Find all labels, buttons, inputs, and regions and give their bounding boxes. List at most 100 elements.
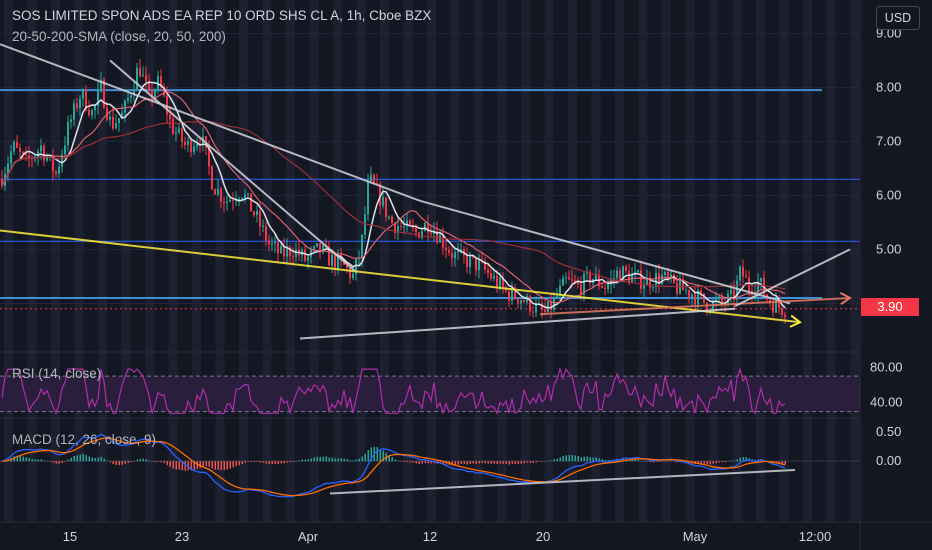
candle-body (13, 142, 15, 152)
macd-panel-title[interactable]: MACD (12, 26, close, 9) (12, 432, 157, 447)
candle-body (280, 245, 282, 254)
candle-body (226, 201, 228, 204)
macd-histogram-bar (421, 461, 423, 464)
candle-body (394, 223, 396, 233)
macd-histogram-bar (664, 460, 666, 462)
macd-histogram-bar (190, 461, 192, 471)
macd-histogram-bar (658, 461, 660, 462)
macd-histogram-bar (475, 461, 477, 464)
candle-body (499, 277, 501, 288)
macd-histogram-bar (688, 461, 690, 464)
price-tick-label: 5.00 (876, 241, 901, 256)
session-stripe (74, 0, 84, 522)
macd-histogram-bar (403, 461, 405, 462)
macd-histogram-bar (127, 461, 129, 463)
macd-histogram-bar (196, 461, 198, 469)
macd-histogram-bar (247, 461, 249, 462)
macd-histogram-bar (292, 461, 294, 462)
sma-indicator-label[interactable]: 20-50-200-SMA (close, 20, 50, 200) (12, 29, 226, 44)
candle-body (550, 301, 552, 310)
candle-body (415, 227, 417, 233)
macd-histogram-bar (370, 447, 372, 462)
candle-body (583, 273, 585, 295)
candle-body (646, 277, 648, 286)
candle-body (649, 277, 651, 288)
candle-body (493, 275, 495, 279)
macd-signal-line (1, 437, 786, 497)
candle-body (772, 303, 774, 313)
candle-body (580, 284, 582, 295)
session-stripe (239, 0, 248, 522)
candle-body (721, 296, 723, 303)
session-stripe (497, 0, 507, 522)
macd-histogram-bar (304, 459, 306, 462)
candle-body (628, 271, 630, 283)
candle-body (268, 240, 270, 245)
candle-body (529, 295, 531, 312)
session-stripe (168, 0, 178, 522)
candle-body (703, 293, 705, 303)
candle-body (91, 110, 93, 116)
currency-button[interactable]: USD (876, 6, 920, 30)
macd-histogram-bar (310, 458, 312, 462)
session-stripe (215, 0, 225, 522)
candle-body (487, 269, 489, 273)
session-stripe (779, 0, 789, 522)
macd-histogram-bar (622, 458, 624, 462)
candle-body (304, 249, 306, 261)
candle-body (118, 118, 120, 124)
macd-histogram-bar (715, 461, 717, 464)
macd-histogram-bar (778, 461, 780, 464)
session-stripe (380, 0, 389, 522)
macd-histogram-bar (256, 461, 258, 462)
candle-body (256, 211, 258, 216)
candle-body (760, 277, 762, 282)
candle-body (376, 183, 378, 185)
macd-histogram-bar (481, 461, 483, 463)
candle-body (697, 290, 699, 305)
candle-body (559, 285, 561, 296)
macd-histogram-bar (334, 458, 336, 462)
candle-body (571, 279, 573, 281)
macd-histogram-bar (595, 457, 597, 462)
macd-histogram-bar (277, 461, 279, 465)
macd-histogram-bar (205, 461, 207, 467)
candle-body (430, 232, 432, 234)
candle-body (28, 155, 30, 159)
macd-histogram-bar (283, 461, 285, 464)
candle-body (232, 199, 234, 201)
macd-histogram-bar (556, 458, 558, 462)
candle-body (130, 95, 132, 98)
candle-body (379, 183, 381, 206)
candle-body (436, 230, 438, 243)
candle-body (127, 97, 129, 101)
session-stripe (98, 0, 107, 522)
candle-body (94, 105, 96, 111)
candle-body (58, 166, 60, 174)
macd-histogram-bar (130, 461, 132, 463)
macd-histogram-bar (16, 455, 18, 462)
macd-histogram-bar (250, 461, 252, 462)
candle-body (700, 290, 702, 294)
macd-histogram-bar (301, 459, 303, 462)
candle-body (19, 147, 21, 153)
price-axis-bg (860, 0, 932, 550)
candle-body (508, 291, 510, 301)
candle-body (346, 264, 348, 268)
macd-histogram-bar (232, 461, 234, 468)
macd-histogram-bar (703, 461, 705, 464)
macd-histogram-bar (82, 453, 84, 462)
macd-histogram-bar (724, 461, 726, 463)
chart-title: SOS LIMITED SPON ADS EA REP 10 ORD SHS C… (12, 8, 432, 23)
macd-histogram-bar (739, 457, 741, 462)
candle-body (247, 193, 249, 195)
macd-histogram-bar (226, 461, 228, 470)
rsi-panel-title[interactable]: RSI (14, close) (12, 366, 102, 381)
macd-histogram-bar (397, 460, 399, 462)
macd-histogram-bar (388, 455, 390, 462)
rsi-tick-label: 80.00 (870, 359, 903, 374)
macd-histogram-bar (496, 461, 498, 465)
macd-histogram-bar (577, 456, 579, 462)
candle-body (313, 246, 315, 250)
